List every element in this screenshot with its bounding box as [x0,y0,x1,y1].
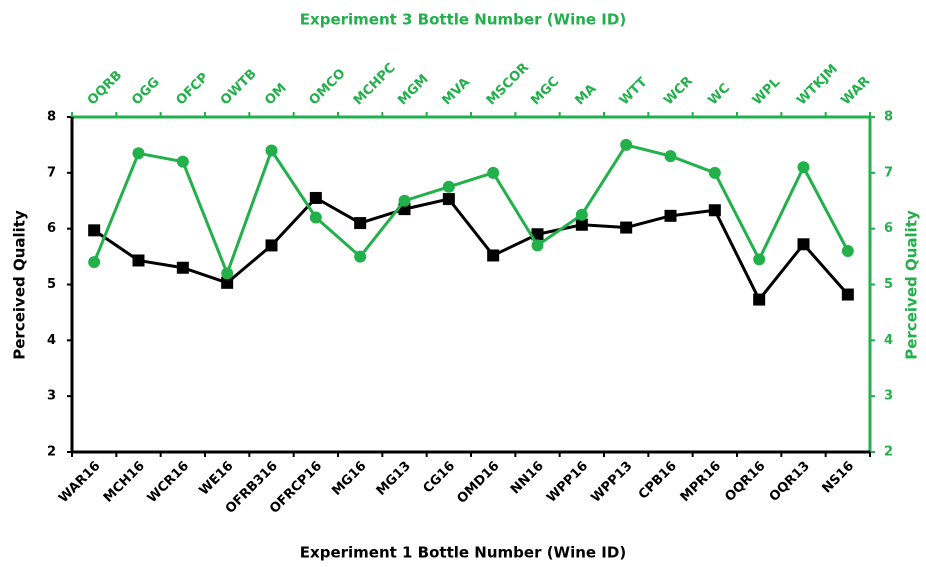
y2-tick-label: 6 [884,221,893,236]
x-tick-label: OQR13 [767,459,813,505]
marker [132,147,145,160]
x-tick-label: CG16 [420,459,458,497]
x-tick-label: MG16 [329,459,369,499]
marker [221,276,234,289]
marker [531,239,544,252]
x2-tick-label: MCHPC [351,61,399,109]
series-line [93,196,849,303]
marker [442,193,455,206]
x-tick-label: CPB16 [636,459,680,503]
x2-tick-label: WTT [617,75,651,109]
y-tick-label: 2 [47,445,56,460]
y2-axis-title: Perceived Quality [903,210,921,360]
marker [841,288,854,301]
x2-tick-label: MSCOR [484,60,532,108]
marker [708,166,721,179]
marker [841,245,854,257]
x-tick-label: NS16 [819,459,857,497]
y-tick-label: 8 [47,110,56,125]
marker [487,166,500,179]
marker [575,218,588,231]
marker [88,224,101,237]
marker [487,249,500,262]
marker [88,256,101,269]
x2-axis-title: Experiment 3 Bottle Number (Wine ID) [300,11,626,29]
x2-tick-label: WCR [661,74,696,109]
marker [176,261,189,274]
x2-tick-label: OM [262,81,290,109]
marker [354,217,367,230]
y2-tick-label: 2 [884,445,893,460]
y-tick-label: 4 [47,333,56,348]
marker [797,161,810,174]
marker [620,138,633,151]
marker [442,180,455,193]
y-tick-label: 5 [47,277,56,292]
x2-tick-label: MGC [528,74,562,108]
marker [753,293,766,306]
marker [354,250,367,263]
y2-tick-label: 7 [884,165,893,180]
marker [531,228,544,241]
x-tick-label: WCR16 [145,459,192,506]
x2-tick-label: WTKJM [794,62,841,109]
x-tick-label: WE16 [197,459,237,499]
x2-tick-label: OFCP [174,70,212,108]
marker [221,267,234,280]
y-tick-label: 7 [47,165,56,180]
x-tick-label: OMD16 [454,459,502,507]
marker [575,208,588,221]
x2-tick-label: MGM [395,72,431,108]
marker [398,194,411,207]
x2-tick-label: OQRB [85,68,125,108]
series-line [92,143,850,278]
x-tick-label: WPP16 [544,459,591,506]
marker [309,191,322,204]
x2-tick-label: WAR [839,74,874,109]
x2-tick-label: MA [573,81,600,108]
x-tick-label: MPR16 [678,459,724,505]
marker [309,211,322,224]
marker [265,144,278,157]
marker [664,209,677,222]
marker [708,204,721,217]
y2-tick-label: 4 [884,333,893,348]
y2-tick-label: 8 [884,110,893,125]
marker [265,239,278,252]
y-tick-label: 3 [47,389,56,404]
x2-tick-label: OMCO [307,66,349,108]
marker [176,155,189,168]
y2-tick-label: 3 [884,389,893,404]
x-tick-label: OQR16 [722,459,768,505]
x-tick-label: NN16 [508,459,547,498]
x2-tick-label: OGG [129,75,163,109]
marker [664,150,677,163]
y2-tick-label: 5 [884,277,893,292]
marker [753,253,766,266]
x-axis-title: Experiment 1 Bottle Number (Wine ID) [300,544,626,562]
x2-tick-label: OWTB [218,66,260,108]
y-tick-label: 6 [47,221,56,236]
x-tick-label: WPP13 [588,459,635,506]
x-tick-label: MG13 [374,459,414,499]
y-axis-title: Perceived Quality [11,210,29,360]
x2-tick-label: WPL [750,75,783,108]
x2-tick-label: WC [706,81,733,108]
x-tick-label: WAR16 [56,459,103,506]
marker [620,221,633,234]
marker [797,238,810,251]
marker [132,254,145,267]
x-tick-label: MCH16 [101,459,148,506]
x2-tick-label: MVA [440,75,473,108]
